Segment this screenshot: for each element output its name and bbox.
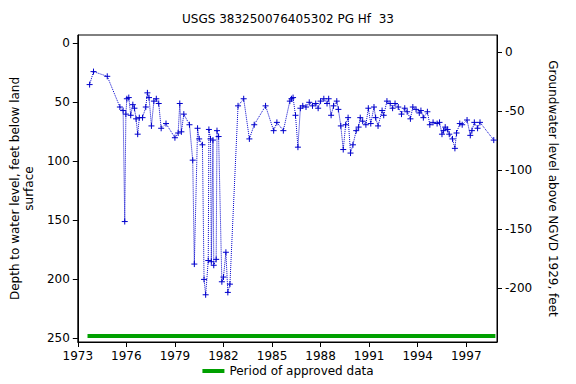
svg-text:USGS 383250076405302 PG Hf 33: USGS 383250076405302 PG Hf 33: [182, 12, 394, 26]
svg-text:-200: -200: [505, 281, 532, 295]
svg-text:1988: 1988: [305, 349, 336, 363]
svg-text:surface: surface: [22, 166, 36, 210]
svg-text:-50: -50: [505, 104, 525, 118]
svg-text:1976: 1976: [111, 349, 142, 363]
svg-text:100: 100: [47, 154, 70, 168]
svg-text:1985: 1985: [257, 349, 288, 363]
svg-text:Groundwater level above NGVD 1: Groundwater level above NGVD 1929, feet: [546, 60, 560, 317]
svg-text:0: 0: [505, 45, 513, 59]
svg-text:1982: 1982: [208, 349, 239, 363]
svg-text:1994: 1994: [402, 349, 433, 363]
svg-text:Depth to water level, feet bel: Depth to water level, feet below land: [8, 77, 22, 300]
svg-text:1997: 1997: [451, 349, 482, 363]
svg-text:Period of approved data: Period of approved data: [229, 364, 373, 378]
svg-text:-150: -150: [505, 222, 532, 236]
svg-text:1991: 1991: [354, 349, 385, 363]
svg-text:50: 50: [55, 95, 70, 109]
svg-text:200: 200: [47, 272, 70, 286]
svg-text:1973: 1973: [63, 349, 94, 363]
svg-text:150: 150: [47, 213, 70, 227]
svg-text:250: 250: [47, 331, 70, 345]
svg-text:-100: -100: [505, 163, 532, 177]
svg-text:1979: 1979: [160, 349, 191, 363]
svg-text:0: 0: [62, 36, 70, 50]
